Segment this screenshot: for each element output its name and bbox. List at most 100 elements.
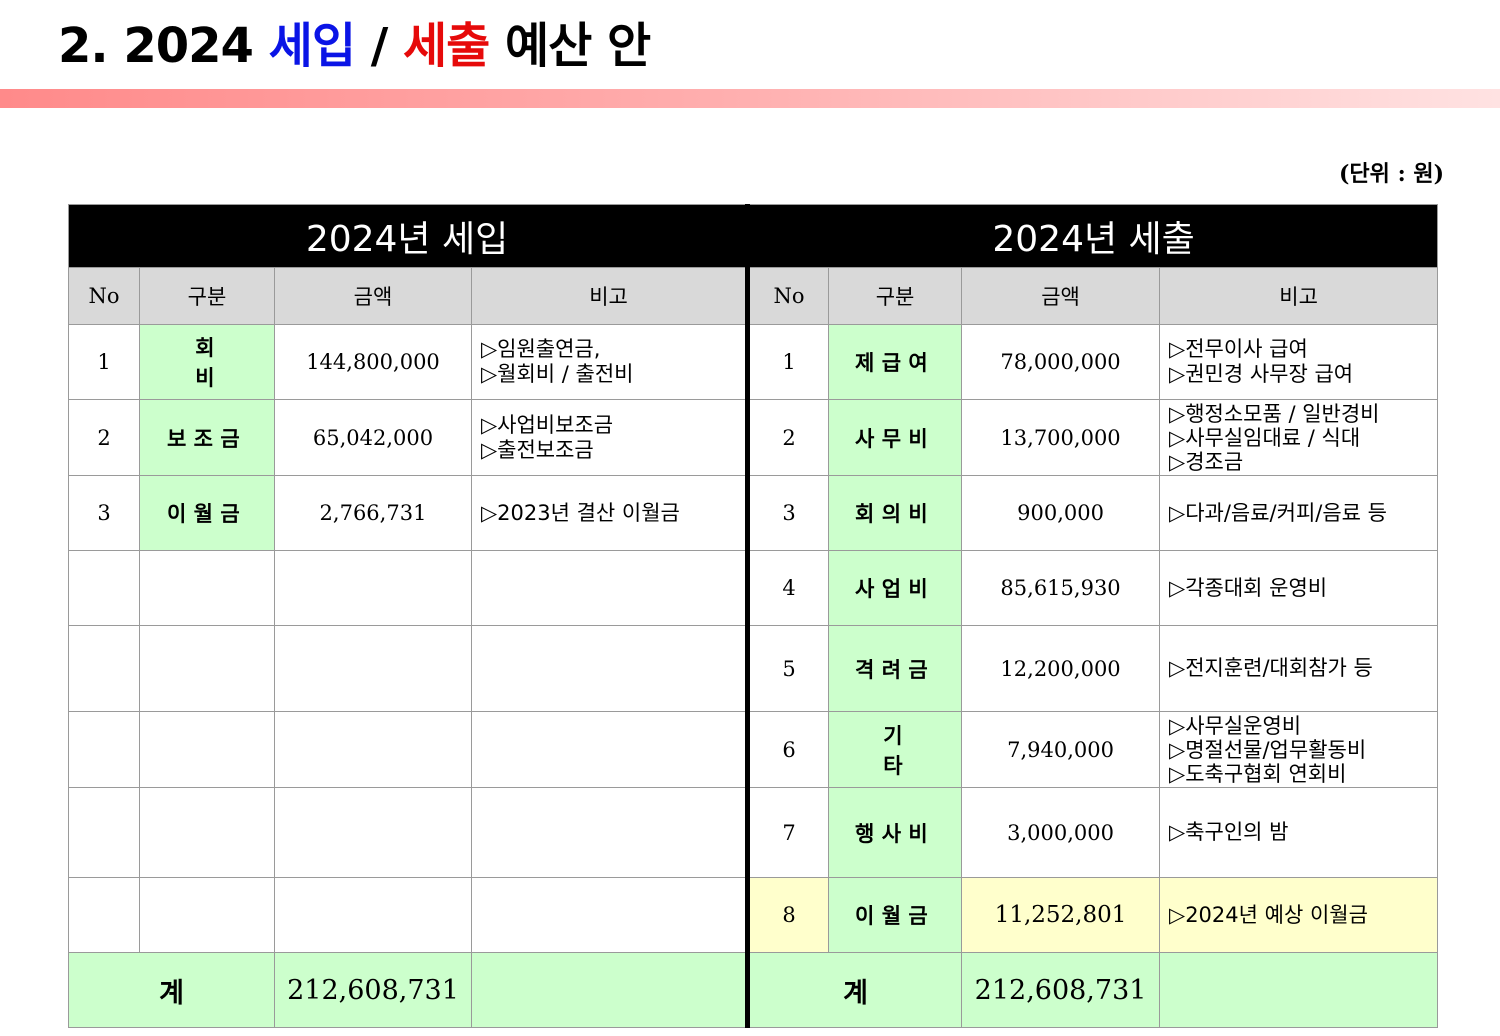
expense-notes: ▷전지훈련/대회참가 등 — [1159, 625, 1439, 712]
expense-category: 이월금 — [828, 877, 963, 953]
income-empty-cell — [274, 550, 472, 626]
income-total-amount: 212,608,731 — [274, 952, 472, 1028]
expense-amount: 11,252,801 — [961, 877, 1161, 953]
expense-no: 5 — [745, 625, 830, 712]
income-empty-cell — [470, 711, 749, 788]
income-empty-cell — [68, 877, 140, 953]
table-row: 6 기 타 7,940,000 ▷사무실운영비 ▷명절선물/업무활동비 ▷도축구… — [68, 711, 1439, 788]
note-line: ▷각종대회 운영비 — [1169, 575, 1328, 600]
income-empty-cell — [139, 711, 275, 788]
table-row: 8 이월금 11,252,801 ▷2024년 예상 이월금 — [68, 877, 1439, 953]
expense-header: 2024년 세출 — [745, 204, 1439, 268]
income-notes: ▷임원출연금, ▷월회비 / 출전비 — [470, 324, 749, 400]
income-empty-cell — [68, 787, 140, 878]
note-line: ▷행정소모품 / 일반경비 — [1169, 401, 1380, 426]
title-underline-bar — [0, 89, 1500, 108]
income-col-category: 구분 — [139, 267, 275, 325]
expense-no: 6 — [745, 711, 830, 788]
expense-col-category: 구분 — [828, 267, 963, 325]
income-empty-cell — [470, 550, 749, 626]
income-empty-cell — [470, 787, 749, 878]
title-slash: / — [354, 18, 403, 74]
expense-no: 4 — [745, 550, 830, 626]
expense-notes: ▷다과/음료/커피/음료 등 — [1159, 475, 1439, 551]
expense-total-label: 계 — [745, 952, 963, 1028]
note-line: ▷도축구협회 연회비 — [1169, 761, 1347, 786]
expense-no: 8 — [745, 877, 830, 953]
note-line: ▷축구인의 밤 — [1169, 820, 1289, 844]
note-line: ▷사업비보조금 — [481, 412, 614, 437]
income-category: 보조금 — [139, 399, 275, 476]
expense-notes: ▷전무이사 급여 ▷권민경 사무장 급여 — [1159, 324, 1439, 400]
income-amount: 65,042,000 — [274, 399, 472, 476]
expense-category: 사업비 — [828, 550, 963, 626]
table-row: 5 격려금 12,200,000 ▷전지훈련/대회참가 등 — [68, 625, 1439, 712]
title-expense-word: 세출 — [402, 18, 490, 74]
income-header: 2024년 세입 — [67, 204, 749, 268]
income-total-label: 계 — [68, 952, 275, 1028]
expense-notes: ▷행정소모품 / 일반경비 ▷사무실임대료 / 식대 ▷경조금 — [1159, 399, 1439, 476]
income-col-notes: 비고 — [470, 267, 749, 325]
table-row: 7 행사비 3,000,000 ▷축구인의 밤 — [68, 787, 1439, 878]
expense-total-notes — [1159, 952, 1439, 1028]
income-category: 회 비 — [139, 324, 275, 400]
expense-amount: 3,000,000 — [961, 787, 1161, 878]
expense-category: 사무비 — [828, 399, 963, 476]
income-empty-cell — [274, 711, 472, 788]
note-line: ▷전지훈련/대회참가 등 — [1169, 656, 1373, 680]
note-line: ▷월회비 / 출전비 — [481, 362, 634, 386]
expense-notes: ▷2024년 예상 이월금 — [1159, 877, 1439, 953]
note-line: ▷권민경 사무장 급여 — [1169, 362, 1354, 386]
income-no: 2 — [68, 399, 140, 476]
income-notes: ▷사업비보조금 ▷출전보조금 — [470, 399, 749, 476]
expense-category: 행사비 — [828, 787, 963, 878]
income-empty-cell — [470, 877, 749, 953]
income-empty-cell — [68, 550, 140, 626]
expense-col-amount: 금액 — [961, 267, 1161, 325]
title-prefix: 2. 2024 — [58, 18, 269, 74]
expense-category: 회의비 — [828, 475, 963, 551]
note-line: ▷사무실운영비 — [1169, 713, 1302, 738]
expense-amount: 900,000 — [961, 475, 1161, 551]
expense-notes: ▷각종대회 운영비 — [1159, 550, 1439, 626]
expense-amount: 7,940,000 — [961, 711, 1161, 788]
expense-amount: 13,700,000 — [961, 399, 1161, 476]
expense-no: 1 — [745, 324, 830, 400]
expense-no: 3 — [745, 475, 830, 551]
table-row: 4 사업비 85,615,930 ▷각종대회 운영비 — [68, 550, 1439, 626]
income-amount: 144,800,000 — [274, 324, 472, 400]
expense-category: 격려금 — [828, 625, 963, 712]
income-category: 이월금 — [139, 475, 275, 551]
income-no: 1 — [68, 324, 140, 400]
expense-no: 2 — [745, 399, 830, 476]
income-empty-cell — [274, 877, 472, 953]
income-empty-cell — [274, 625, 472, 712]
note-line: ▷2024년 예상 이월금 — [1169, 902, 1368, 927]
income-empty-cell — [274, 787, 472, 878]
expense-notes: ▷축구인의 밤 — [1159, 787, 1439, 878]
income-empty-cell — [470, 625, 749, 712]
expense-no: 7 — [745, 787, 830, 878]
income-empty-cell — [139, 787, 275, 878]
table-row: 2 보조금 65,042,000 ▷사업비보조금 ▷출전보조금 2 사무비 13… — [68, 399, 1439, 476]
income-amount: 2,766,731 — [274, 475, 472, 551]
section-header-row: 2024년 세입 2024년 세출 — [67, 204, 1439, 268]
expense-amount: 85,615,930 — [961, 550, 1161, 626]
note-line: ▷출전보조금 — [481, 437, 594, 462]
income-col-amount: 금액 — [274, 267, 472, 325]
note-line: ▷사무실임대료 / 식대 — [1169, 425, 1361, 450]
note-line: ▷다과/음료/커피/음료 등 — [1169, 500, 1387, 525]
income-col-no: No — [68, 267, 140, 325]
income-empty-cell — [139, 877, 275, 953]
expense-col-no: No — [745, 267, 830, 325]
title-suffix: 예산 안 — [489, 18, 651, 74]
income-empty-cell — [139, 625, 275, 712]
note-line: ▷경조금 — [1169, 449, 1244, 474]
note-line: ▷2023년 결산 이월금 — [481, 500, 680, 525]
income-total-notes — [470, 952, 749, 1028]
income-empty-cell — [68, 711, 140, 788]
expense-total-amount: 212,608,731 — [961, 952, 1161, 1028]
expense-amount: 78,000,000 — [961, 324, 1161, 400]
expense-amount: 12,200,000 — [961, 625, 1161, 712]
income-notes: ▷2023년 결산 이월금 — [470, 475, 749, 551]
